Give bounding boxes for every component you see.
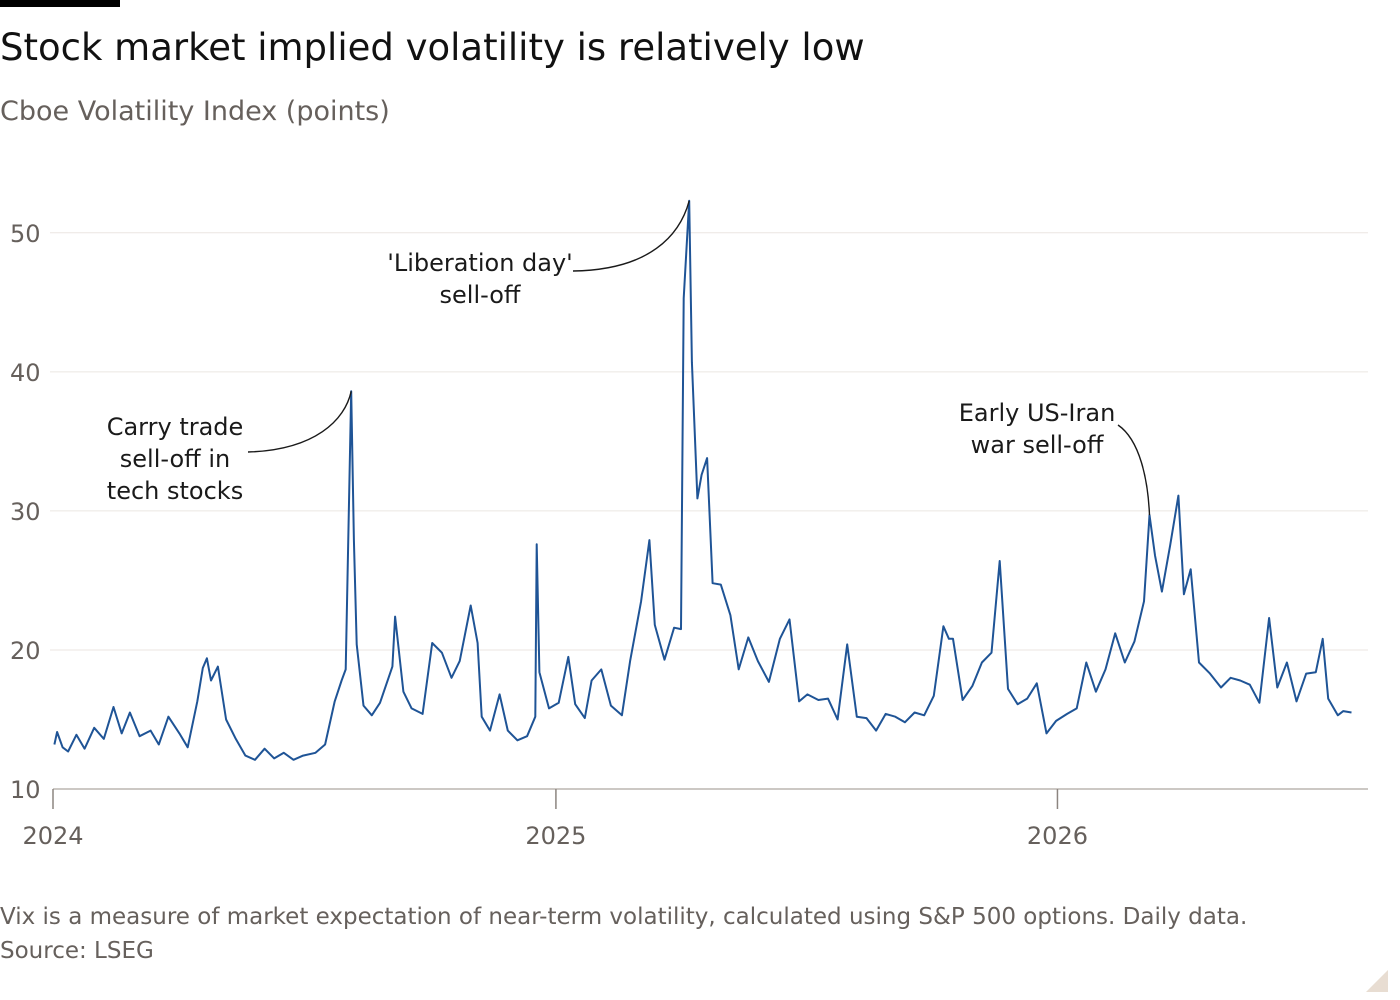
annotation-label-0-2: tech stocks — [107, 477, 243, 505]
brand-bar — [0, 0, 120, 7]
annotation-leader-0 — [247, 391, 352, 453]
vix-line-chart: 10 20 30 40 50 2024 2025 2026 Carry trade sell-… — [10, 199, 1368, 850]
x-tick-label-2025: 2025 — [525, 822, 586, 850]
x-tick-label-2026: 2026 — [1027, 822, 1088, 850]
source-text: Source: LSEG — [0, 938, 154, 964]
y-axis-ticks: 10 20 30 40 50 — [10, 220, 41, 804]
y-tick-label-50: 50 — [10, 220, 41, 248]
annotation-label-1-0: 'Liberation day' — [387, 249, 573, 277]
y-tick-label-10: 10 — [10, 776, 41, 804]
annotation-label-2-0: Early US-Iran — [959, 399, 1116, 427]
x-tick-label-2024: 2024 — [22, 822, 83, 850]
vix-series-line — [53, 199, 1352, 761]
corner-mark — [1366, 970, 1388, 992]
annotation-label-1-1: sell-off — [440, 281, 521, 309]
y-tick-label-40: 40 — [10, 359, 41, 387]
footnote: Vix is a measure of market expectation o… — [0, 900, 1247, 968]
footnote-text: Vix is a measure of market expectation o… — [0, 904, 1248, 930]
chart-subtitle: Cboe Volatility Index (points) — [0, 96, 390, 127]
y-tick-label-20: 20 — [10, 637, 41, 665]
annotations: Carry trade sell-off in tech stocks 'Libera… — [107, 200, 1151, 516]
x-axis-ticks: 2024 2025 2026 — [22, 789, 1088, 850]
annotation-leader-2 — [1117, 424, 1151, 516]
chart-title: Stock market implied volatility is relat… — [0, 26, 865, 69]
annotation-leader-1 — [572, 200, 690, 272]
annotation-label-2-1: war sell-off — [971, 431, 1104, 459]
y-tick-label-30: 30 — [10, 498, 41, 526]
annotation-label-0-1: sell-off in — [120, 445, 230, 473]
annotation-label-0-0: Carry trade — [107, 413, 244, 441]
